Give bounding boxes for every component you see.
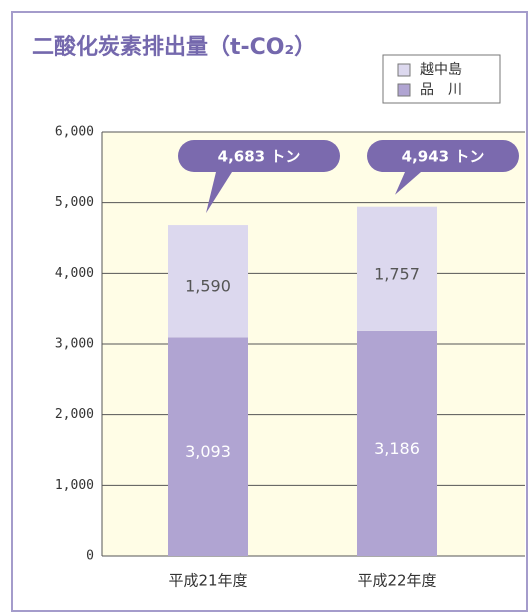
callout xyxy=(178,140,340,172)
callout-label: 4,943 トン xyxy=(402,148,485,166)
legend-swatch xyxy=(397,83,411,97)
y-tick-label: 3,000 xyxy=(55,337,94,352)
callout xyxy=(367,140,519,172)
bar-segment xyxy=(168,337,248,556)
chart-title: 二酸化炭素排出量（t-CO₂） xyxy=(32,34,316,60)
bar-segment xyxy=(168,225,248,338)
value-label: 1,590 xyxy=(185,277,231,296)
y-tick-label: 5,000 xyxy=(55,195,94,210)
legend-label: 越中島 xyxy=(420,62,462,78)
bar-segment xyxy=(357,330,437,556)
y-tick-label: 1,000 xyxy=(55,478,94,493)
x-tick-label: 平成21年度 xyxy=(168,572,247,590)
bar-segment xyxy=(357,206,437,331)
y-tick-label: 6,000 xyxy=(55,125,94,140)
callout-tail xyxy=(206,172,232,214)
x-tick-label: 平成22年度 xyxy=(357,572,436,590)
y-tick-label: 2,000 xyxy=(55,407,94,422)
legend-swatch xyxy=(397,63,411,77)
y-tick-label: 4,000 xyxy=(55,266,94,281)
callout-tail xyxy=(395,172,421,195)
value-label: 3,186 xyxy=(374,439,420,458)
value-label: 1,757 xyxy=(374,264,420,283)
callout-label: 4,683 トン xyxy=(218,148,301,166)
y-tick-label: 0 xyxy=(86,549,94,564)
legend-label: 品 川 xyxy=(420,82,462,98)
value-label: 3,093 xyxy=(185,442,231,461)
